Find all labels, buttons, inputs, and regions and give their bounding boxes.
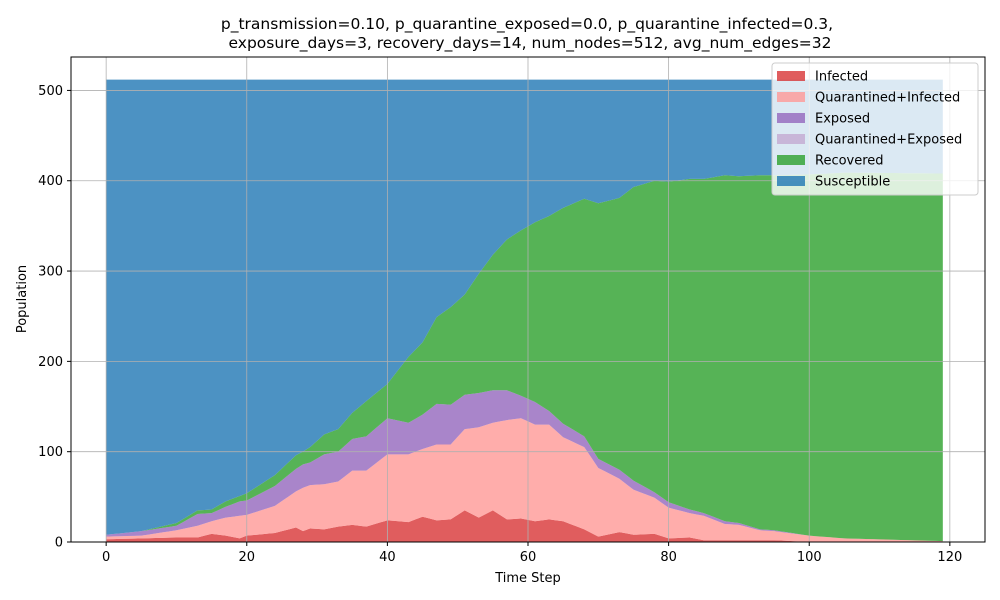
- legend-label: Quarantined+Exposed: [815, 133, 962, 148]
- legend-label: Susceptible: [815, 175, 890, 190]
- y-tick-label: 0: [55, 536, 63, 551]
- y-tick-label: 400: [38, 174, 63, 189]
- y-tick-label: 100: [38, 445, 63, 460]
- stacked-areas: [106, 79, 943, 542]
- legend-label: Infected: [815, 70, 868, 85]
- x-tick-label: 100: [797, 550, 822, 565]
- legend-label: Exposed: [815, 112, 870, 127]
- x-tick-label: 120: [937, 550, 962, 565]
- x-tick-label: 20: [238, 550, 255, 565]
- chart-title-line-2: exposure_days=3, recovery_days=14, num_n…: [229, 34, 832, 53]
- area-exposed: [106, 390, 943, 542]
- area-recovered: [106, 172, 943, 542]
- chart-title-line-1: p_transmission=0.10, p_quarantine_expose…: [221, 15, 833, 34]
- y-tick-label: 200: [38, 355, 63, 370]
- area-susceptible: [106, 79, 943, 535]
- legend: Infected Quarantined+Infected Exposed Quara…: [771, 62, 979, 196]
- legend-swatch: [777, 92, 805, 102]
- x-tick-label: 40: [379, 550, 396, 565]
- legend-label: Quarantined+Infected: [815, 91, 960, 106]
- y-tick-label: 500: [38, 84, 63, 99]
- y-axis-title: Population: [15, 265, 30, 333]
- x-axis: 0 20 40 60 80 100 120: [102, 542, 962, 565]
- x-tick-label: 0: [102, 550, 110, 565]
- x-tick-label: 60: [520, 550, 537, 565]
- area-quarantined-infected: [106, 418, 943, 542]
- x-axis-title: Time Step: [494, 571, 561, 586]
- area-infected: [106, 510, 943, 542]
- legend-swatch: [777, 113, 805, 123]
- legend-box: [771, 62, 979, 196]
- y-axis: 0 100 200 300 400 500: [38, 84, 71, 551]
- y-tick-label: 300: [38, 265, 63, 280]
- legend-swatch: [777, 134, 805, 144]
- legend-label: Recovered: [815, 154, 884, 169]
- x-tick-label: 80: [660, 550, 677, 565]
- legend-swatch: [777, 71, 805, 81]
- legend-swatch: [777, 155, 805, 165]
- legend-swatch: [777, 176, 805, 186]
